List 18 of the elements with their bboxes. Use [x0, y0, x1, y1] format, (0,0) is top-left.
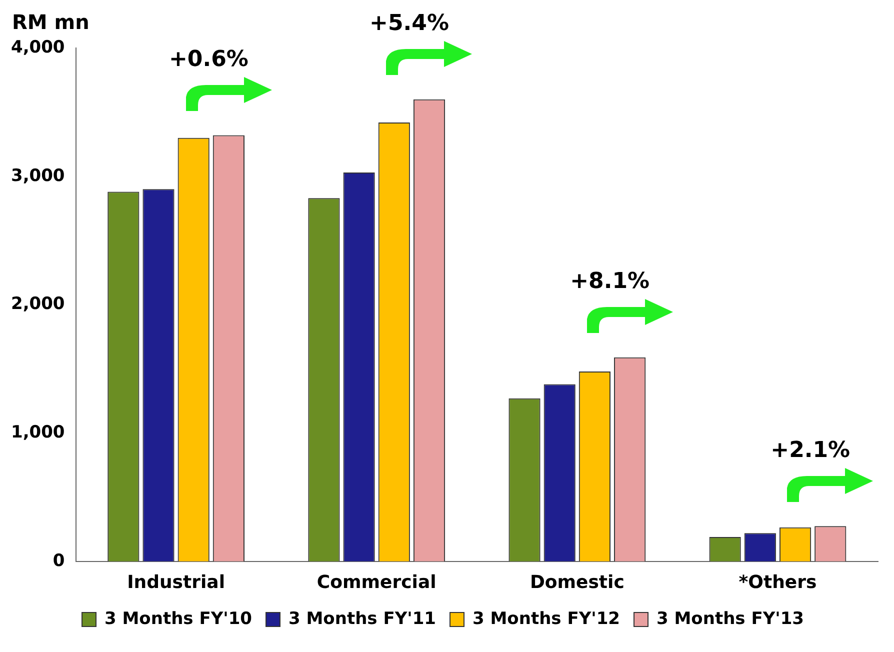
text: +5.4% [370, 11, 449, 36]
x-tick-label: Commercial [316, 572, 436, 593]
x-tick-label: Industrial [127, 572, 226, 593]
annotation: +2.1% [770, 438, 850, 463]
x-tick-label: Domestic [530, 572, 624, 593]
y-tick-label: 3,000 [10, 166, 65, 186]
annotation: +8.1% [570, 269, 650, 294]
legend-label: 3 Months FY'13 [656, 608, 804, 629]
y-tick-label: 2,000 [10, 294, 65, 314]
y-tick-label: 0 [52, 550, 65, 571]
annotation: +0.6% [168, 46, 248, 72]
legend-label: 3 Months FY'12 [472, 608, 620, 629]
x-tick-label: *Others [738, 572, 817, 593]
y-axis-title: RM mn [12, 10, 90, 34]
legend-label: 3 Months FY'10 [104, 608, 252, 629]
legend-label: 3 Months FY'11 [288, 608, 436, 629]
y-tick-label: 4,000 [10, 37, 65, 58]
y-tick-label: 1,000 [10, 422, 65, 442]
